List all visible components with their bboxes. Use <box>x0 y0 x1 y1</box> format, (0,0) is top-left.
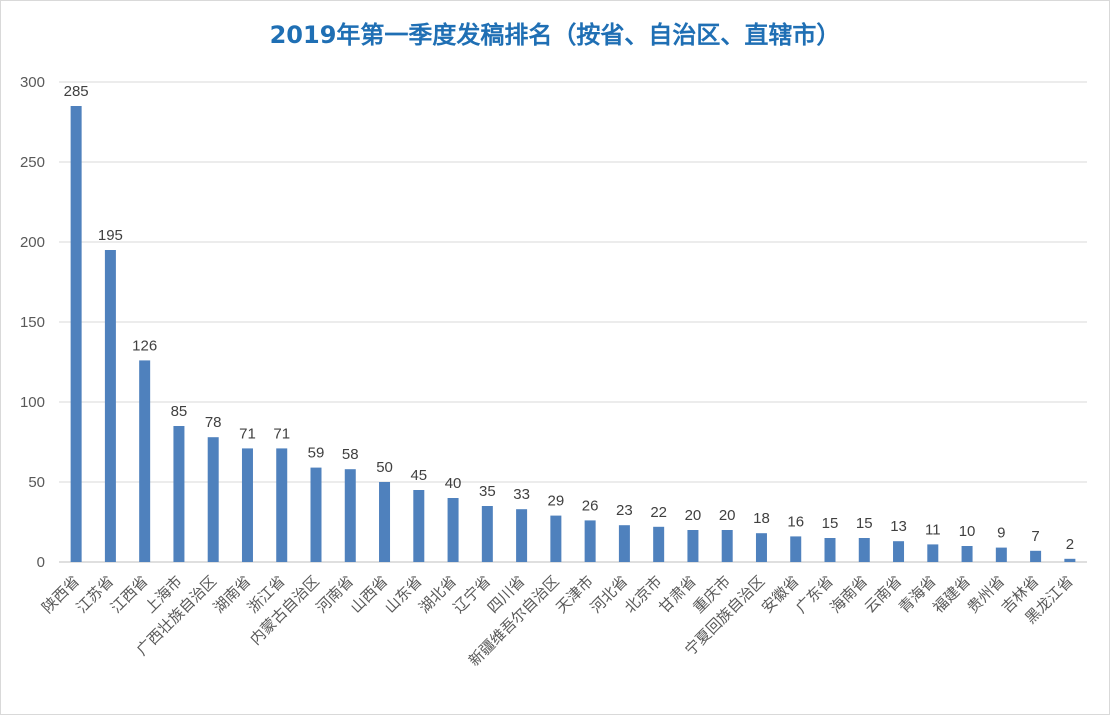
x-tick-label: 山西省 <box>347 572 392 617</box>
bar <box>653 526 665 562</box>
data-label: 20 <box>685 507 702 524</box>
y-tick-label: 300 <box>20 74 45 91</box>
x-tick-label: 福建省 <box>929 572 974 617</box>
bar <box>207 437 219 562</box>
data-label: 71 <box>239 425 256 442</box>
x-tick-label: 贵州省 <box>964 572 1009 617</box>
bar <box>481 506 493 562</box>
x-tick-label: 辽宁省 <box>450 572 495 617</box>
data-label: 10 <box>959 523 976 540</box>
x-tick-label: 北京市 <box>621 572 666 617</box>
x-tick-label: 广东省 <box>792 572 837 617</box>
bar <box>310 467 322 562</box>
bar <box>755 533 767 562</box>
data-label: 71 <box>273 425 290 442</box>
y-tick-label: 100 <box>20 394 45 411</box>
bar <box>1064 558 1076 562</box>
bar <box>550 515 562 562</box>
x-tick-label: 甘肃省 <box>655 572 700 617</box>
x-tick-label: 江西省 <box>107 572 152 617</box>
chart-title: 2019年第一季度发稿排名（按省、自治区、直辖市） <box>269 21 841 49</box>
data-label: 18 <box>753 510 770 527</box>
bar <box>790 536 802 562</box>
x-tick-label: 河北省 <box>587 572 632 617</box>
x-tick-label: 海南省 <box>827 572 872 617</box>
data-label: 22 <box>650 504 667 521</box>
bar <box>824 538 836 562</box>
x-tick-label: 云南省 <box>861 572 906 617</box>
y-tick-label: 250 <box>20 154 45 171</box>
bar <box>618 525 630 562</box>
bar <box>344 469 356 562</box>
bar <box>70 106 82 562</box>
data-label: 23 <box>616 502 633 519</box>
data-label: 2 <box>1066 536 1074 553</box>
bar <box>961 546 973 562</box>
bar <box>173 426 185 562</box>
data-label: 29 <box>548 493 565 510</box>
data-label: 85 <box>171 403 188 420</box>
data-label: 11 <box>925 521 941 538</box>
x-tick-label: 河南省 <box>313 572 358 617</box>
bar <box>927 544 939 562</box>
bar <box>104 250 116 562</box>
data-label: 33 <box>513 486 530 503</box>
data-label: 26 <box>582 497 599 514</box>
y-tick-label: 0 <box>37 554 45 571</box>
bar <box>721 530 733 562</box>
data-label: 15 <box>822 515 839 532</box>
data-label: 20 <box>719 507 736 524</box>
data-label: 16 <box>787 513 804 530</box>
x-tick-label: 江苏省 <box>73 572 118 617</box>
bar <box>139 360 151 562</box>
x-tick-label: 陕西省 <box>38 572 83 617</box>
bar <box>893 541 905 562</box>
data-label: 40 <box>445 475 462 492</box>
bar <box>447 498 459 562</box>
data-label: 59 <box>308 445 325 462</box>
bar <box>687 530 699 562</box>
data-label: 13 <box>890 518 907 535</box>
bar <box>584 520 596 562</box>
x-tick-label: 湖北省 <box>415 572 460 617</box>
data-label: 126 <box>132 337 157 354</box>
data-label: 285 <box>64 83 89 100</box>
bar <box>858 538 870 562</box>
bar <box>516 509 528 562</box>
data-label: 15 <box>856 515 873 532</box>
x-tick-label: 山东省 <box>381 572 426 617</box>
data-label: 7 <box>1031 528 1039 545</box>
x-tick-label: 安徽省 <box>758 572 803 617</box>
bar <box>276 448 288 562</box>
y-tick-label: 50 <box>28 474 45 491</box>
x-tick-label: 青海省 <box>895 572 940 617</box>
bar <box>379 482 391 562</box>
x-tick-label: 湖南省 <box>210 572 255 617</box>
x-tick-label: 天津市 <box>552 572 597 617</box>
data-label: 58 <box>342 446 359 463</box>
bar <box>1030 550 1042 562</box>
bar <box>413 490 425 562</box>
data-label: 78 <box>205 414 222 431</box>
data-label: 195 <box>98 227 123 244</box>
data-label: 45 <box>410 467 427 484</box>
data-label: 9 <box>997 525 1005 542</box>
bar <box>241 448 253 562</box>
y-tick-label: 150 <box>20 314 45 331</box>
y-tick-label: 200 <box>20 234 45 251</box>
bar <box>995 547 1007 562</box>
data-label: 50 <box>376 459 393 476</box>
data-label: 35 <box>479 483 496 500</box>
